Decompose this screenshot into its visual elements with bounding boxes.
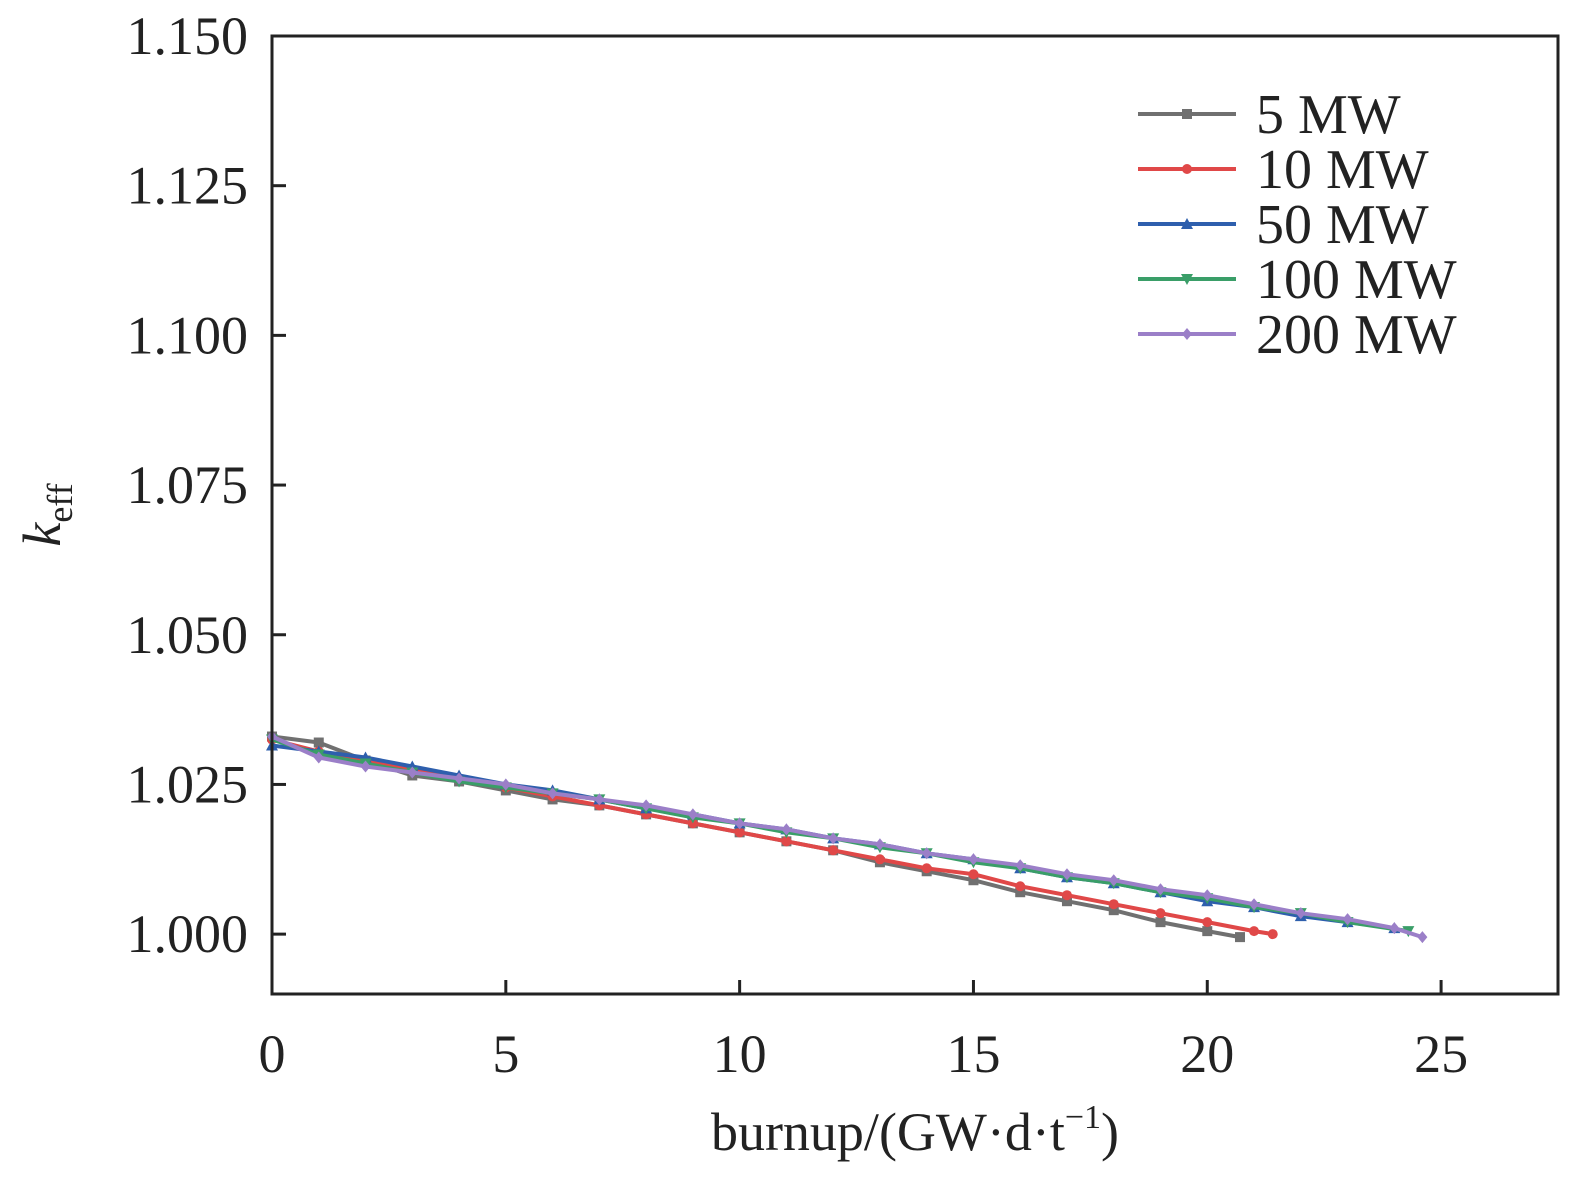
series-0-point-19 — [1155, 917, 1166, 928]
legend-entry-4: 200 MW — [1138, 304, 1457, 366]
series-0-point-20 — [1202, 926, 1213, 937]
legend-label-3: 100 MW — [1256, 249, 1457, 311]
series-4-point-21 — [1249, 898, 1260, 911]
legend-marker-1 — [1182, 164, 1192, 174]
x-axis-label-close: ) — [1101, 1102, 1119, 1162]
x-tick-label-2: 10 — [713, 1024, 767, 1084]
series-0-point-17 — [1061, 896, 1072, 907]
series-1-point-19 — [1155, 908, 1166, 919]
series-4-point-7 — [594, 793, 605, 806]
x-tick-label-3: 15 — [946, 1024, 1000, 1084]
legend-entry-0: 5 MW — [1138, 84, 1401, 146]
series-4-point-19 — [1155, 883, 1166, 896]
y-tick-label-3: 1.075 — [127, 455, 249, 515]
series-4-point-12 — [828, 832, 839, 845]
series-1-point-15 — [968, 869, 979, 880]
series-1-point-18 — [1108, 899, 1119, 910]
y-tick-label-0: 1.000 — [127, 904, 249, 964]
series-4-point-16 — [1015, 859, 1026, 872]
series-0-point-15 — [968, 875, 979, 886]
legend-entry-2: 50 MW — [1138, 194, 1429, 256]
y-tick-label-4: 1.100 — [127, 305, 249, 365]
series-1-point-14 — [921, 863, 932, 874]
series-4-point-10 — [734, 817, 745, 830]
x-axis-label-main: burnup/(GW·d·t — [711, 1102, 1065, 1162]
series-1-point-16 — [1015, 881, 1026, 892]
series-0-point-16 — [1015, 887, 1026, 898]
series-4-point-3 — [407, 766, 418, 779]
x-tick-label-0: 0 — [259, 1024, 286, 1084]
series-4-point-24 — [1389, 922, 1400, 935]
series-0-point-21 — [1235, 932, 1246, 943]
series-4-point-22 — [1295, 907, 1306, 920]
legend-label-0: 5 MW — [1256, 84, 1401, 146]
series-1-point-13 — [874, 854, 885, 865]
y-axis-label-main: k — [12, 522, 72, 547]
y-axis-label: keff — [12, 483, 80, 546]
series-1-point-21 — [1249, 926, 1260, 937]
x-tick-label-1: 5 — [492, 1024, 519, 1084]
series-4-point-14 — [921, 847, 932, 860]
x-tick-label-5: 25 — [1414, 1024, 1468, 1084]
legend-label-1: 10 MW — [1256, 139, 1429, 201]
series-1-point-11 — [781, 836, 792, 847]
legend-entry-3: 100 MW — [1138, 249, 1457, 311]
series-4-point-1 — [313, 751, 324, 764]
y-axis-label-subscript: eff — [40, 483, 80, 522]
series-line-4 — [271, 734, 1424, 940]
series-4-point-15 — [968, 853, 979, 866]
x-tick-label-4: 20 — [1180, 1024, 1234, 1084]
series-4-point-13 — [874, 838, 885, 851]
y-tick-label-6: 1.150 — [127, 6, 249, 66]
ticks-layer: 0 5 10 15 20 25 1.000 1.025 1.050 1.075 1.100 1.125… — [127, 6, 1469, 1084]
legend-marker-4 — [1182, 328, 1192, 340]
x-axis-label-superscript: −1 — [1065, 1099, 1101, 1136]
legend-marker-3 — [1181, 274, 1193, 285]
series-4-point-18 — [1108, 874, 1119, 887]
series-4-point-2 — [360, 760, 371, 773]
series-1-point-12 — [828, 845, 839, 856]
series-4-point-6 — [547, 787, 558, 800]
series-4-point-23 — [1342, 913, 1353, 926]
series-1-point-22 — [1267, 929, 1278, 940]
series-0-point-18 — [1108, 905, 1119, 916]
series-0-point-1 — [313, 737, 324, 748]
series-1-point-20 — [1202, 917, 1213, 928]
legend-entry-1: 10 MW — [1138, 139, 1429, 201]
legend-marker-0 — [1182, 109, 1192, 119]
y-tick-label-5: 1.125 — [127, 156, 249, 216]
y-tick-label-2: 1.050 — [127, 605, 249, 665]
series-1-point-10 — [734, 827, 745, 838]
legend-marker-2 — [1181, 218, 1193, 229]
series-4-point-20 — [1202, 889, 1213, 902]
series-4-point-9 — [687, 808, 698, 821]
series-1-point-17 — [1061, 890, 1072, 901]
plot-frame — [270, 34, 1560, 996]
legend-label-2: 50 MW — [1256, 194, 1429, 256]
series-4-point-25 — [1417, 931, 1428, 944]
y-tick-label-1: 1.025 — [127, 754, 249, 814]
series-4-point-8 — [641, 799, 652, 812]
series-4-point-5 — [500, 778, 511, 791]
legend-label-4: 200 MW — [1256, 304, 1457, 366]
x-axis-label: burnup/(GW·d·t−1) — [711, 1099, 1119, 1162]
series-4 — [267, 730, 1428, 944]
series-4-point-17 — [1061, 868, 1072, 881]
series-4-point-4 — [454, 772, 465, 785]
series-4-point-11 — [781, 823, 792, 836]
series-layer — [266, 730, 1428, 944]
